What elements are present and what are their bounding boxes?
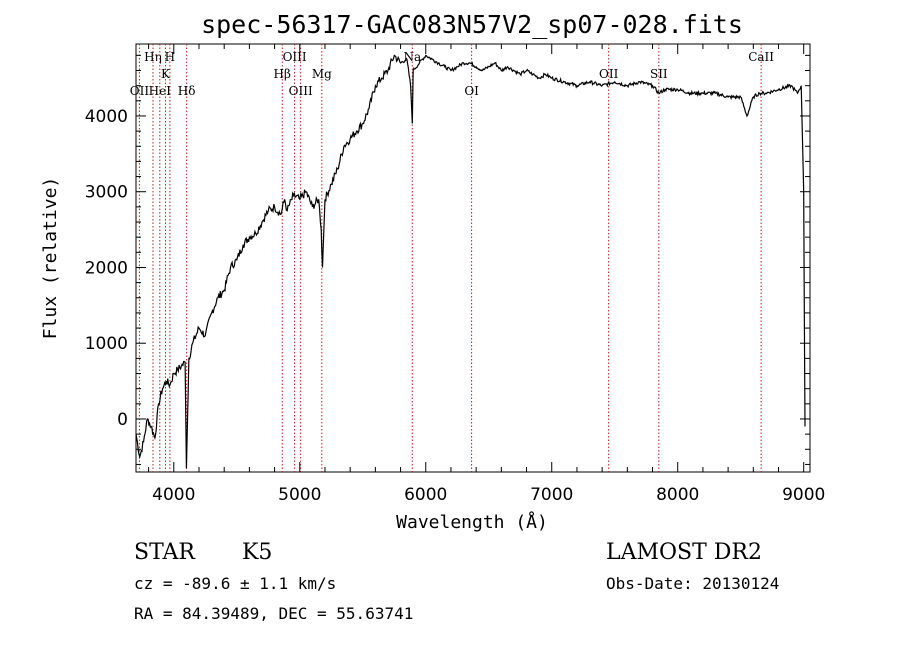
line-marker-label: OII	[599, 67, 619, 81]
object-class: STAR	[134, 540, 196, 565]
line-marker-label: Hη	[144, 50, 162, 64]
line-marker-label: OIII	[283, 50, 307, 64]
y-tick-label: 0	[117, 410, 128, 430]
spectral-line-markers: OII Hη HeI KH Hδ Hβ OIII OIII Mg Na OI OII SII CaII	[130, 44, 774, 472]
chart-title: spec-56317-GAC083N57V2_sp07-028.fits	[201, 10, 743, 39]
line-marker-label: Hβ	[274, 67, 291, 81]
x-tick-label: 5000	[278, 485, 321, 505]
y-tick-label: 3000	[85, 183, 128, 203]
axis-ticks: 4000 5000 6000 7000 8000 9000 0 1000 2000 3000 400…	[85, 44, 825, 505]
x-tick-label: 4000	[152, 485, 195, 505]
object-subclass: K5	[242, 540, 272, 565]
line-marker-label: Mg	[312, 67, 332, 81]
y-tick-label: 1000	[85, 334, 128, 354]
x-tick-label: 8000	[656, 485, 699, 505]
spectrum-line	[135, 54, 806, 469]
x-tick-label: 6000	[404, 485, 447, 505]
observation-date: Obs-Date: 20130124	[606, 574, 779, 593]
y-tick-label: 4000	[85, 107, 128, 127]
x-tick-label: 9000	[782, 485, 825, 505]
line-marker-label: Na	[403, 50, 421, 64]
line-marker-label: H	[165, 50, 175, 64]
line-marker-label: Hδ	[178, 84, 196, 98]
line-marker-label: OII	[130, 84, 150, 98]
x-tick-label: 7000	[530, 485, 573, 505]
x-axis-label: Wavelength (Å)	[396, 511, 548, 533]
line-marker-label: CaII	[748, 50, 774, 64]
redshift-velocity: cz = -89.6 ± 1.1 km/s	[134, 574, 336, 593]
y-tick-label: 2000	[85, 258, 128, 278]
line-marker-label: HeI	[149, 84, 172, 98]
line-marker-label: SII	[650, 67, 668, 81]
line-marker-label: OIII	[289, 84, 313, 98]
coordinates: RA = 84.39489, DEC = 55.63741	[134, 604, 413, 623]
y-axis-label: Flux (relative)	[40, 177, 61, 340]
line-marker-label: OI	[464, 84, 479, 98]
survey-name: LAMOST DR2	[606, 540, 762, 565]
line-marker-label: K	[161, 67, 171, 81]
plot-frame	[135, 43, 811, 473]
